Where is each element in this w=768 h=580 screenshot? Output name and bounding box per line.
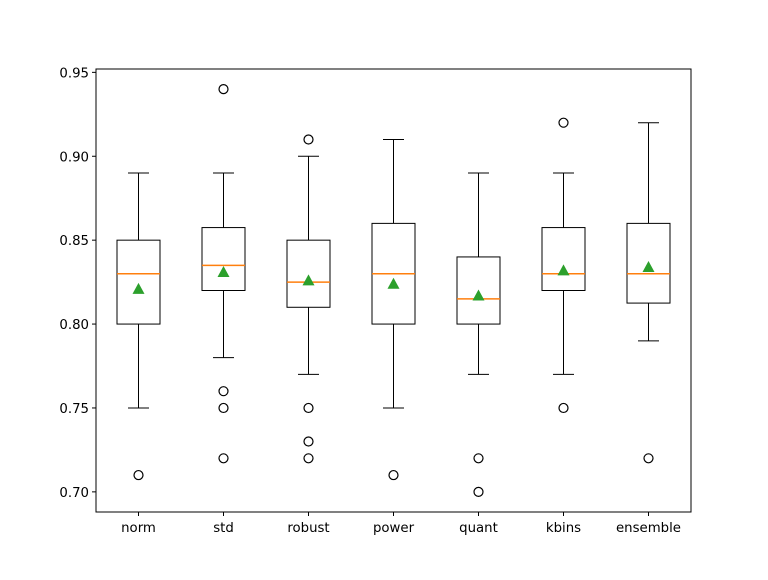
plot-area	[95, 68, 692, 513]
box-ensemble	[626, 122, 671, 464]
outlier-point	[303, 436, 314, 447]
x-tick-label: std	[213, 521, 234, 536]
x-tick-label: quant	[459, 521, 498, 536]
outlier-point	[388, 469, 399, 481]
x-tick-label: kbins	[546, 521, 581, 536]
outlier-point	[218, 386, 229, 397]
y-tick-label: 0.85	[59, 234, 89, 249]
iqr-box	[116, 239, 161, 325]
x-axis: norm std robust power quant kbins ensemble	[121, 512, 681, 536]
outlier-point	[218, 402, 229, 414]
mean-marker	[472, 289, 485, 301]
mean-marker	[557, 264, 570, 276]
y-axis: 0.70 0.75 0.80 0.85 0.90 0.95	[59, 66, 96, 501]
outlier-point	[133, 469, 144, 481]
iqr-box	[541, 227, 586, 292]
mean-marker	[217, 266, 230, 278]
outlier-point	[558, 117, 569, 128]
outlier-point	[643, 453, 654, 464]
box-norm	[116, 172, 161, 481]
iqr-box	[286, 239, 331, 308]
iqr-box	[456, 256, 501, 325]
box-robust	[286, 134, 331, 464]
outlier-point	[303, 134, 314, 145]
y-tick-label: 0.75	[59, 402, 89, 417]
box-std	[201, 84, 246, 464]
mean-marker	[387, 277, 400, 289]
iqr-box	[626, 222, 671, 304]
boxes	[116, 84, 671, 497]
outlier-point	[473, 486, 484, 497]
x-tick-label: power	[373, 521, 415, 536]
x-tick-label: robust	[287, 521, 329, 536]
outlier-point	[473, 453, 484, 464]
outlier-point	[558, 402, 569, 414]
outlier-point	[218, 84, 229, 95]
box-quant	[456, 172, 501, 497]
y-tick-label: 0.80	[59, 318, 89, 333]
outlier-point	[303, 453, 314, 464]
mean-marker	[132, 282, 145, 294]
iqr-box	[201, 227, 246, 292]
outlier-point	[303, 402, 314, 414]
x-tick-label: norm	[121, 521, 156, 536]
y-tick-label: 0.70	[59, 486, 89, 501]
box-kbins	[541, 117, 586, 414]
outlier-point	[218, 453, 229, 464]
y-tick-label: 0.90	[59, 150, 89, 165]
y-tick-label: 0.95	[59, 66, 89, 81]
x-tick-label: ensemble	[616, 521, 681, 536]
box-power	[371, 138, 416, 481]
mean-marker	[642, 261, 655, 273]
mean-marker	[302, 274, 315, 286]
